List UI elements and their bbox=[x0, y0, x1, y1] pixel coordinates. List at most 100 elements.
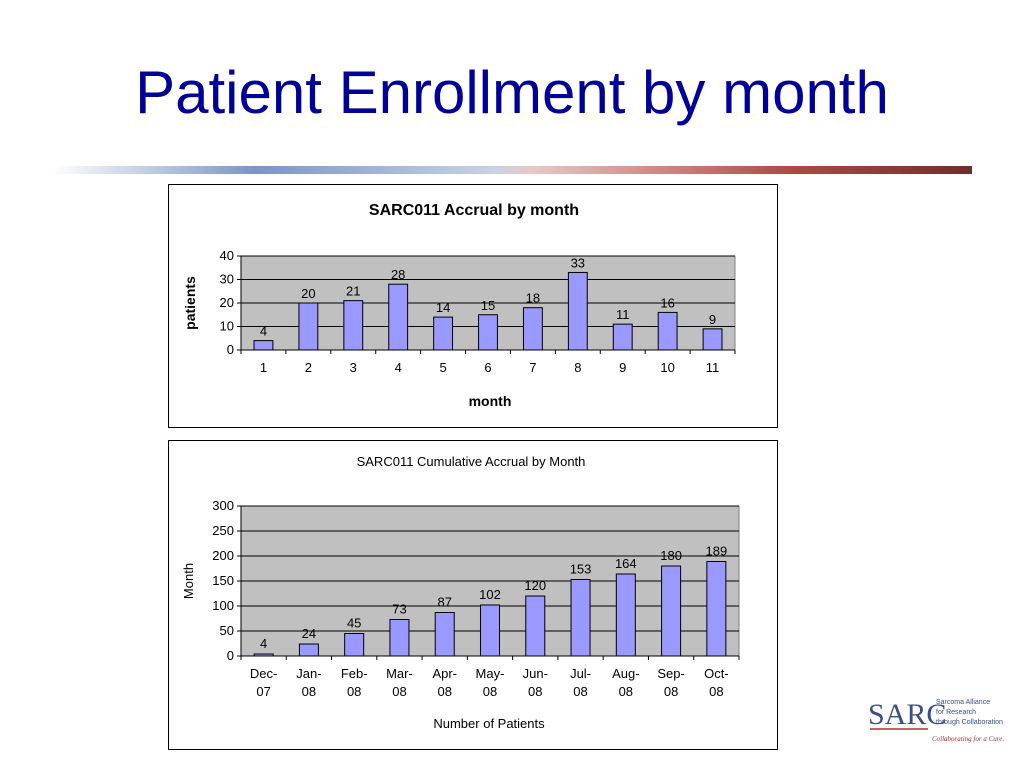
data-label: 11 bbox=[616, 307, 630, 322]
logo-name: SARC bbox=[868, 698, 946, 731]
x-tick-label: 07 bbox=[256, 684, 270, 699]
slide-title: Patient Enrollment by month bbox=[135, 59, 889, 126]
x-tick-label: 5 bbox=[439, 360, 446, 375]
x-tick-label: Aug- bbox=[612, 666, 639, 681]
x-tick-label: 4 bbox=[395, 360, 402, 375]
logo-tagline-1: Sarcoma Alliance bbox=[936, 699, 990, 706]
bar bbox=[433, 316, 454, 351]
x-tick-label: Jan- bbox=[296, 666, 321, 681]
y-tick-label: 20 bbox=[220, 295, 234, 310]
bar bbox=[434, 612, 455, 657]
x-axis-title: Number of Patients bbox=[433, 716, 545, 731]
chart-title: SARC011 Cumulative Accrual by Month bbox=[357, 454, 586, 469]
data-label: 45 bbox=[347, 616, 361, 631]
data-label: 4 bbox=[260, 324, 267, 339]
bar bbox=[344, 633, 365, 657]
bar bbox=[479, 604, 501, 657]
x-tick-label: 08 bbox=[528, 684, 542, 699]
x-tick-label: Dec- bbox=[250, 666, 277, 681]
data-label: 14 bbox=[436, 300, 450, 315]
data-label: 153 bbox=[570, 562, 592, 577]
x-tick-label: Apr- bbox=[432, 666, 457, 681]
bar bbox=[661, 565, 682, 657]
y-axis-title: patients bbox=[182, 276, 198, 330]
x-tick-label: 2 bbox=[305, 360, 312, 375]
cumulative-accrual-svg: SARC011 Cumulative Accrual by Month 0 50 10… bbox=[181, 454, 740, 731]
bar bbox=[298, 643, 319, 657]
bar bbox=[706, 561, 727, 657]
bar bbox=[615, 573, 636, 657]
x-tick-label: 3 bbox=[350, 360, 357, 375]
data-label: 33 bbox=[571, 255, 585, 270]
x-tick-label: 9 bbox=[619, 360, 626, 375]
data-label: 24 bbox=[302, 626, 316, 641]
y-tick-label: 50 bbox=[220, 623, 234, 638]
sarc-logo-mark: SARC Sarcoma Alliance for Research throu… bbox=[868, 698, 1004, 743]
x-tick-label: 1 bbox=[260, 360, 267, 375]
x-tick-label: 7 bbox=[529, 360, 536, 375]
data-label: 73 bbox=[392, 602, 406, 617]
accrual-by-month-chart: SARC011 Accrual by month 0 10 20 30 40 4 1 20 2 21… bbox=[168, 184, 778, 428]
logo-slogan: Collaborating for a Cure. bbox=[932, 735, 1004, 743]
x-tick-label: 08 bbox=[302, 684, 316, 699]
x-tick-label: 8 bbox=[574, 360, 581, 375]
y-tick-label: 30 bbox=[220, 272, 234, 287]
y-tick-label: 100 bbox=[212, 598, 234, 613]
data-label: 189 bbox=[706, 544, 728, 559]
y-tick-label: 0 bbox=[227, 342, 234, 357]
bar bbox=[525, 595, 546, 657]
accrual-by-month-svg: SARC011 Accrual by month 0 10 20 30 40 4 1 20 2 21… bbox=[182, 202, 736, 409]
x-tick-label: 08 bbox=[619, 684, 633, 699]
x-tick-label: 08 bbox=[347, 684, 361, 699]
bar bbox=[253, 653, 274, 657]
x-tick-label: 08 bbox=[437, 684, 451, 699]
data-label: 120 bbox=[524, 578, 546, 593]
data-label: 15 bbox=[481, 298, 495, 313]
data-label: 180 bbox=[660, 548, 682, 563]
y-tick-label: 250 bbox=[212, 523, 234, 538]
title-divider bbox=[52, 166, 972, 174]
data-label: 21 bbox=[346, 284, 360, 299]
x-tick-label: Jul- bbox=[570, 666, 591, 681]
x-tick-label: Oct- bbox=[704, 666, 729, 681]
chart-title: SARC011 Accrual by month bbox=[369, 202, 579, 219]
y-axis-title: Month bbox=[181, 563, 196, 599]
y-tick-label: 300 bbox=[212, 498, 234, 513]
bar bbox=[389, 619, 410, 657]
x-tick-label: 08 bbox=[664, 684, 678, 699]
y-tick-label: 0 bbox=[227, 648, 234, 663]
x-tick-label: 08 bbox=[392, 684, 406, 699]
sarc-logo: SARC Sarcoma Alliance for Research throu… bbox=[866, 692, 1012, 744]
x-tick-label: May- bbox=[476, 666, 505, 681]
bar bbox=[298, 302, 319, 351]
data-label: 4 bbox=[260, 636, 267, 651]
x-tick-label: Feb- bbox=[341, 666, 368, 681]
y-tick-label: 10 bbox=[220, 319, 234, 334]
data-label: 18 bbox=[526, 291, 540, 306]
bar bbox=[570, 579, 591, 657]
logo-tagline-3: through Collaboration bbox=[936, 719, 1003, 726]
x-tick-label: 10 bbox=[660, 360, 674, 375]
y-tick-label: 40 bbox=[220, 248, 234, 263]
bar bbox=[343, 300, 364, 351]
data-label: 9 bbox=[709, 312, 716, 327]
x-tick-label: 11 bbox=[706, 360, 720, 375]
x-tick-label: 6 bbox=[484, 360, 491, 375]
y-tick-label: 150 bbox=[212, 573, 234, 588]
bar bbox=[612, 323, 633, 351]
data-label: 164 bbox=[615, 556, 637, 571]
x-tick-label: 08 bbox=[573, 684, 587, 699]
y-tick-label: 200 bbox=[212, 548, 234, 563]
logo-tagline-2: for Research bbox=[936, 709, 976, 716]
data-label: 87 bbox=[437, 595, 451, 610]
x-axis-title: month bbox=[469, 393, 512, 409]
data-label: 28 bbox=[391, 267, 405, 282]
x-tick-label: Sep- bbox=[657, 666, 684, 681]
bar bbox=[657, 311, 678, 351]
data-label: 102 bbox=[479, 587, 501, 602]
data-label: 20 bbox=[301, 286, 315, 301]
x-tick-label: 08 bbox=[709, 684, 723, 699]
x-tick-label: Mar- bbox=[386, 666, 413, 681]
bar bbox=[702, 328, 723, 351]
bar bbox=[253, 340, 274, 351]
